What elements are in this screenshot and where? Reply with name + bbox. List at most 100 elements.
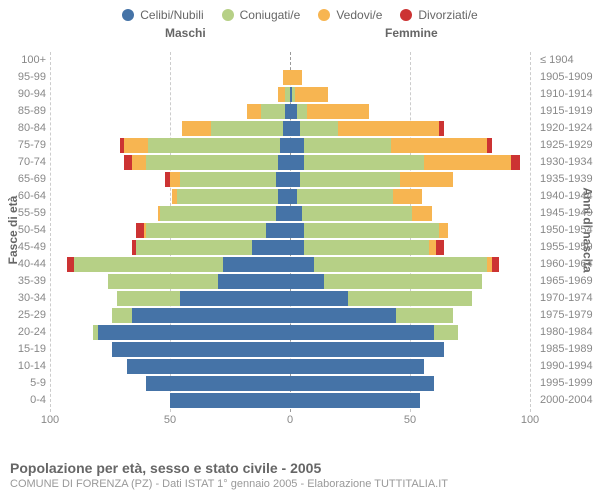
female-bar xyxy=(290,87,328,102)
segment-con xyxy=(302,206,412,221)
segment-con xyxy=(108,274,218,289)
segment-cel xyxy=(112,342,290,357)
segment-ved xyxy=(132,155,146,170)
x-tick: 50 xyxy=(404,414,416,426)
segment-ved xyxy=(393,189,422,204)
pyramid-row xyxy=(50,52,530,69)
segment-con xyxy=(348,291,473,306)
male-bar xyxy=(124,155,290,170)
pyramid-row xyxy=(50,103,530,120)
segment-ved xyxy=(338,121,439,136)
segment-con xyxy=(136,240,251,255)
female-bar xyxy=(290,308,453,323)
segment-cel xyxy=(290,393,420,408)
birth-label: 1935-1939 xyxy=(540,171,600,188)
female-bar xyxy=(290,223,448,238)
legend-swatch xyxy=(400,9,412,21)
segment-con xyxy=(146,223,266,238)
birth-label: 1985-1989 xyxy=(540,341,600,358)
segment-cel xyxy=(290,308,396,323)
age-label: 20-24 xyxy=(0,324,46,341)
legend-label: Coniugati/e xyxy=(240,8,301,22)
birth-label: 1970-1974 xyxy=(540,290,600,307)
legend-swatch xyxy=(318,9,330,21)
segment-cel xyxy=(283,121,290,136)
age-label: 50-54 xyxy=(0,222,46,239)
x-tick: 100 xyxy=(41,414,59,426)
segment-cel xyxy=(276,172,290,187)
segment-div xyxy=(124,155,131,170)
segment-con xyxy=(146,155,278,170)
female-bar xyxy=(290,138,492,153)
segment-con xyxy=(304,138,390,153)
chart-footer: Popolazione per età, sesso e stato civil… xyxy=(10,460,590,490)
female-bar xyxy=(290,376,434,391)
x-axis: 10050050100 xyxy=(50,412,530,432)
segment-ved xyxy=(170,172,180,187)
pyramid-row xyxy=(50,188,530,205)
x-tick: 100 xyxy=(521,414,539,426)
segment-cel xyxy=(290,172,300,187)
birth-label: 2000-2004 xyxy=(540,392,600,409)
male-bar xyxy=(146,376,290,391)
segment-cel xyxy=(290,189,297,204)
pyramid-row xyxy=(50,324,530,341)
male-bar xyxy=(170,393,290,408)
segment-cel xyxy=(290,257,314,272)
y-axis-age-labels: 100+95-9990-9485-8980-8475-7970-7465-696… xyxy=(0,52,46,409)
segment-cel xyxy=(266,223,290,238)
age-label: 65-69 xyxy=(0,171,46,188)
segment-div xyxy=(487,138,492,153)
segment-con xyxy=(160,206,275,221)
segment-cel xyxy=(290,155,304,170)
segment-cel xyxy=(290,240,304,255)
pyramid-row xyxy=(50,137,530,154)
pyramid-row xyxy=(50,392,530,409)
segment-cel xyxy=(146,376,290,391)
female-header: Femmine xyxy=(385,26,438,40)
age-label: 10-14 xyxy=(0,358,46,375)
population-pyramid-chart: Celibi/Nubili Coniugati/e Vedovi/e Divorzia… xyxy=(0,0,600,500)
segment-con xyxy=(396,308,454,323)
birth-label: 1945-1949 xyxy=(540,205,600,222)
segment-cel xyxy=(252,240,290,255)
age-label: 100+ xyxy=(0,52,46,69)
age-label: 70-74 xyxy=(0,154,46,171)
segment-cel xyxy=(290,121,300,136)
segment-div xyxy=(492,257,499,272)
male-bar xyxy=(182,121,290,136)
legend-item: Vedovi/e xyxy=(318,8,382,22)
segment-con xyxy=(211,121,283,136)
male-bar xyxy=(165,172,290,187)
segment-ved xyxy=(182,121,211,136)
age-label: 60-64 xyxy=(0,188,46,205)
x-tick: 50 xyxy=(164,414,176,426)
female-bar xyxy=(290,359,424,374)
segment-cel xyxy=(290,359,424,374)
segment-div xyxy=(436,240,443,255)
segment-cel xyxy=(180,291,290,306)
birth-label: 1930-1934 xyxy=(540,154,600,171)
birth-label: 1965-1969 xyxy=(540,273,600,290)
female-bar xyxy=(290,257,499,272)
segment-ved xyxy=(400,172,453,187)
y-axis-birth-labels: ≤ 19041905-19091910-19141915-19191920-19… xyxy=(540,52,600,409)
segment-ved xyxy=(439,223,449,238)
segment-cel xyxy=(290,325,434,340)
female-bar xyxy=(290,121,444,136)
birth-label: ≤ 1904 xyxy=(540,52,600,69)
segment-ved xyxy=(124,138,148,153)
male-bar xyxy=(136,223,290,238)
legend-item: Divorziati/e xyxy=(400,8,477,22)
age-label: 85-89 xyxy=(0,103,46,120)
legend-swatch xyxy=(222,9,234,21)
legend-item: Celibi/Nubili xyxy=(122,8,203,22)
segment-cel xyxy=(223,257,290,272)
female-bar xyxy=(290,70,302,85)
segment-cel xyxy=(290,206,302,221)
male-bar xyxy=(278,87,290,102)
chart-subtitle: COMUNE DI FORENZA (PZ) - Dati ISTAT 1° g… xyxy=(10,478,590,490)
age-label: 30-34 xyxy=(0,290,46,307)
segment-cel xyxy=(290,376,434,391)
grid-line xyxy=(530,52,531,412)
